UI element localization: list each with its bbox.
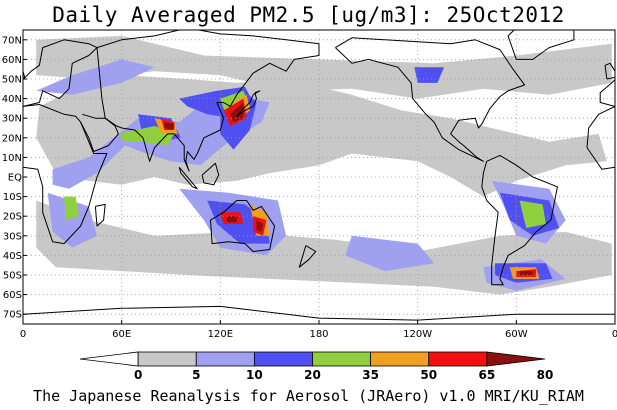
pm25-region-level-7 — [226, 216, 237, 223]
pm25-region-level-2 — [36, 59, 155, 95]
pm25-region-level-7 — [230, 102, 244, 123]
lat-tick-label: 70S — [3, 310, 22, 321]
pm25-region-level-1 — [36, 75, 607, 197]
lon-tick-label: 120W — [403, 329, 432, 340]
lon-tick-label: 60E — [112, 329, 131, 340]
graticule — [23, 30, 615, 324]
lat-tick-label: 60S — [3, 290, 22, 301]
lat-tick-label: 50S — [3, 271, 22, 282]
coastline-europe — [23, 39, 98, 107]
colorbar-legend: 0 5 10 20 35 50 65 80 — [79, 351, 554, 382]
lat-tick-label: 10S — [3, 192, 22, 203]
colorbar-segment — [312, 351, 372, 367]
lat-tick-label: 70N — [2, 35, 22, 46]
coastline-japan — [236, 90, 261, 117]
lon-tick-label: 0 — [20, 329, 26, 340]
colorbar-segment — [370, 351, 430, 367]
coastline-south-america — [481, 154, 558, 286]
lon-tick-label: 120E — [208, 329, 233, 340]
footer-credit: The Japanese Reanalysis for Aerosol (JRA… — [33, 387, 584, 405]
colorbar-segment — [79, 351, 139, 367]
pm25-region-level-7 — [164, 122, 175, 130]
pm25-region-level-4 — [519, 200, 546, 228]
colorbar-level-label: 0 — [134, 368, 142, 382]
lat-tick-label: EQ — [8, 173, 22, 184]
colorbar-segment — [253, 351, 313, 367]
coastline-borneo — [201, 162, 220, 186]
lat-tick-label: 10N — [2, 153, 22, 164]
colorbar-segment — [428, 351, 488, 367]
map-title: Daily Averaged PM2.5 [ug/m3]: 25Oct2012 — [52, 3, 565, 27]
lon-tick-label: 180 — [309, 329, 328, 340]
pm25-region-level-2 — [345, 235, 435, 272]
coastline-greenland — [507, 30, 575, 60]
coastline-africa — [586, 105, 615, 170]
coastline-madagascar — [94, 203, 106, 227]
colorbar-level-label: 20 — [304, 368, 321, 382]
pm25-fill-layer — [36, 35, 612, 295]
lat-tick-label: 60N — [2, 55, 22, 66]
pm25-region-level-1 — [36, 200, 612, 295]
pm25-region-level-3 — [414, 67, 444, 83]
lat-tick-label: 30S — [3, 231, 22, 242]
colorbar-level-label: 50 — [420, 368, 437, 382]
coastline-africa — [23, 104, 108, 245]
coastline-australia — [210, 200, 276, 252]
lon-tick-label: 60W — [505, 329, 528, 340]
lat-tick-label: 40S — [3, 251, 22, 262]
axis-ticks: 70N 60N 50N 40N 30N 20N 10N EQ 10S 20S 30S 40S 50S 60… — [2, 35, 617, 340]
colorbar-level-label: 5 — [192, 368, 200, 382]
lat-tick-label: 40N — [2, 94, 22, 105]
coastlines — [23, 30, 615, 321]
colorbar-level-label: 80 — [537, 368, 554, 382]
colorbar-segment — [486, 351, 546, 367]
colorbar-segment — [195, 351, 255, 367]
pm25-region-level-1 — [36, 35, 612, 99]
coastline-sumatra — [178, 166, 198, 190]
colorbar-level-label: 10 — [246, 368, 263, 382]
colorbar-level-label: 35 — [362, 368, 379, 382]
coastline-new-zealand — [298, 245, 317, 268]
lat-tick-label: 20N — [2, 133, 22, 144]
pm25-region-level-4 — [64, 196, 79, 221]
coastline-europe — [599, 78, 615, 107]
coastline-north-america — [335, 37, 526, 162]
pm25-region-level-2 — [47, 192, 97, 248]
coastline-antarctica-edge — [23, 305, 615, 321]
pm25-region-level-7 — [519, 271, 533, 275]
lat-tick-label: 50N — [2, 75, 22, 86]
pm25-region-level-7 — [256, 220, 264, 232]
lat-tick-label: 20S — [3, 212, 22, 223]
lon-tick-label: 0 — [612, 329, 617, 340]
coastline-arabia — [80, 113, 119, 152]
colorbar-level-label: 65 — [479, 368, 496, 382]
colorbar-segment — [137, 351, 197, 367]
lat-tick-label: 30N — [2, 114, 22, 125]
coastline-asia — [96, 30, 320, 172]
